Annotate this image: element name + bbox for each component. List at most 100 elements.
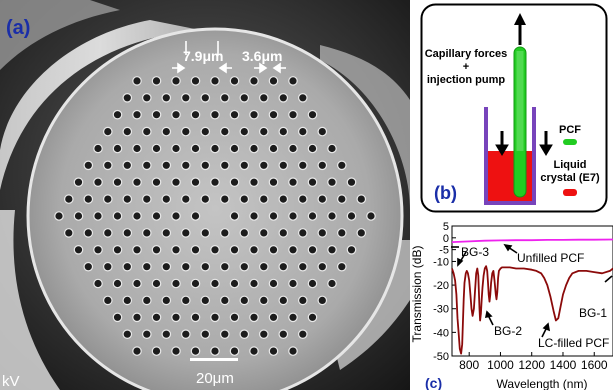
air-hole — [161, 228, 172, 238]
series-line-lc-filled-pcf — [451, 265, 613, 355]
air-hole — [288, 278, 298, 289]
air-hole — [288, 177, 298, 187]
air-hole — [181, 261, 191, 272]
air-hole — [317, 160, 328, 171]
x-tick-label: 1000 — [487, 358, 514, 372]
air-hole — [297, 228, 308, 238]
air-hole — [229, 76, 240, 86]
air-hole — [112, 109, 123, 120]
air-hole — [210, 143, 220, 154]
y-tick-label: -30 — [433, 304, 449, 316]
air-hole — [307, 211, 318, 221]
air-hole — [229, 143, 240, 154]
air-hole — [239, 329, 250, 339]
pressure-arrows — [495, 131, 553, 156]
air-hole — [122, 194, 133, 204]
air-hole — [356, 194, 367, 204]
air-hole — [83, 228, 94, 238]
air-hole — [190, 211, 201, 221]
air-hole — [122, 295, 133, 306]
air-hole — [93, 177, 103, 187]
air-hole — [288, 109, 298, 120]
air-hole — [317, 126, 328, 137]
air-hole — [112, 211, 123, 221]
air-hole — [181, 93, 191, 103]
y-tick-label: -50 — [433, 351, 449, 363]
air-hole — [142, 194, 152, 204]
air-hole — [122, 228, 133, 238]
air-hole — [151, 245, 162, 255]
air-hole — [288, 312, 298, 323]
air-hole — [181, 160, 191, 171]
air-hole — [171, 312, 181, 323]
air-hole — [210, 312, 220, 323]
air-hole — [268, 346, 279, 356]
air-hole — [327, 245, 337, 255]
air-hole — [190, 109, 201, 120]
air-hole — [112, 143, 123, 154]
annotation-bg1: BG-1 — [579, 306, 607, 320]
air-hole — [297, 194, 308, 204]
air-hole — [229, 346, 240, 356]
air-hole — [249, 346, 259, 356]
panel-b-label: (b) — [434, 183, 457, 203]
air-hole — [307, 109, 318, 120]
air-hole — [327, 177, 337, 187]
air-hole — [229, 211, 240, 221]
air-hole — [161, 194, 172, 204]
air-hole — [142, 228, 152, 238]
legend-pcf-swatch — [563, 139, 577, 145]
y-axis-label: Transmission (dB) — [410, 246, 424, 343]
hole-diameter-label: 3.6μm — [242, 48, 282, 64]
air-hole — [73, 245, 84, 255]
air-hole — [210, 346, 220, 356]
air-hole — [346, 211, 357, 221]
air-hole — [200, 194, 211, 204]
air-hole — [200, 295, 211, 306]
air-hole — [73, 211, 84, 221]
air-hole — [54, 211, 64, 221]
air-hole — [258, 261, 269, 272]
air-hole — [258, 93, 269, 103]
air-hole — [171, 245, 181, 255]
air-hole — [171, 346, 181, 356]
air-hole — [239, 261, 250, 272]
container — [484, 107, 536, 205]
annotation-unfilled: Unfilled PCF — [517, 251, 584, 265]
air-hole — [356, 228, 367, 238]
air-hole — [258, 194, 269, 204]
air-hole — [112, 278, 123, 289]
air-hole — [297, 126, 308, 137]
pull-up-arrow — [514, 13, 526, 45]
air-hole — [268, 245, 279, 255]
air-hole — [93, 143, 103, 154]
x-tick-label: 1400 — [550, 358, 577, 372]
air-hole — [239, 194, 250, 204]
air-hole — [239, 295, 250, 306]
air-hole — [161, 295, 172, 306]
air-hole — [171, 143, 181, 154]
air-hole — [161, 160, 172, 171]
legend-lc-swatch — [563, 189, 577, 196]
air-hole — [278, 228, 289, 238]
air-hole — [151, 109, 162, 120]
air-hole — [122, 261, 133, 272]
air-hole — [181, 126, 191, 137]
air-hole — [249, 109, 259, 120]
air-hole — [239, 160, 250, 171]
air-hole — [278, 160, 289, 171]
air-hole — [171, 278, 181, 289]
y-tick-label: -5 — [439, 245, 449, 257]
air-hole — [103, 228, 113, 238]
air-hole — [317, 194, 328, 204]
air-hole — [142, 93, 152, 103]
hole-annotation — [254, 62, 286, 74]
air-hole — [200, 228, 211, 238]
air-hole — [122, 160, 133, 171]
air-hole — [171, 76, 181, 86]
air-hole — [93, 245, 103, 255]
air-hole — [268, 109, 279, 120]
air-hole — [307, 312, 318, 323]
air-hole — [297, 329, 308, 339]
air-hole — [239, 228, 250, 238]
